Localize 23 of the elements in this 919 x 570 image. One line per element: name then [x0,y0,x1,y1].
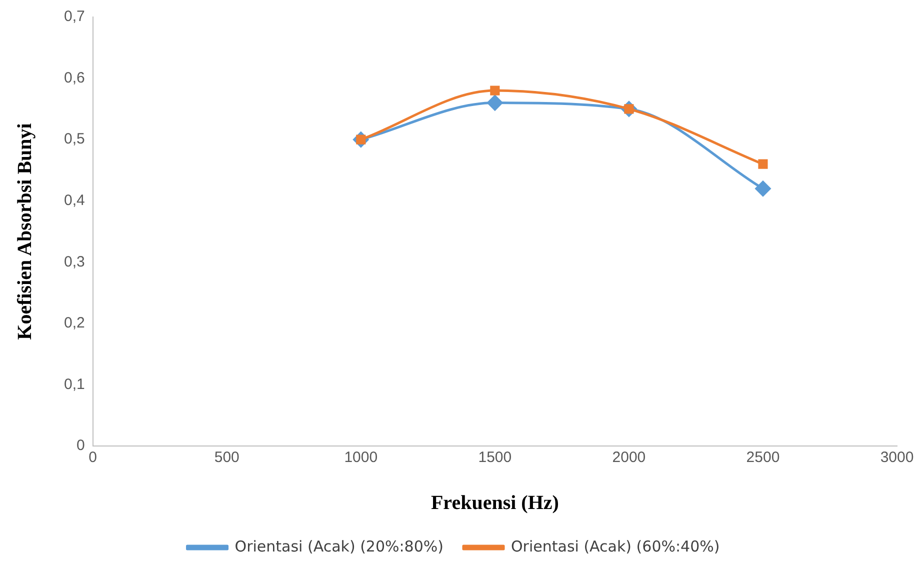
point [487,95,503,111]
x-tick-label: 1000 [344,449,378,466]
x-tick-label: 2500 [746,449,780,466]
y-tick-label: 0 [76,437,85,454]
x-tick-label: 3000 [880,449,914,466]
y-tick-label: 0,1 [64,376,85,393]
x-tick-label: 500 [214,449,240,466]
y-axis-title: Koefisien Absorbsi Bunyi [14,122,36,340]
y-tick-label: 0,4 [64,192,85,209]
x-tick-label: 2000 [612,449,646,466]
y-tick-label: 0,6 [64,69,85,86]
legend-label: Orientasi (Acak) (20%:80%) [234,537,444,556]
y-tick-label: 0,5 [64,130,85,148]
legend-label: Orientasi (Acak) (60%:40%) [511,537,720,556]
y-tick-label: 0,7 [64,8,85,26]
point [490,86,500,96]
point [755,180,771,196]
y-tick-label: 0,3 [64,253,85,270]
x-tick-label: 0 [88,449,98,466]
x-axis-title: Frekuensi (Hz) [430,492,559,514]
x-tick-label: 1500 [478,449,512,466]
y-tick-label: 0,2 [64,314,85,332]
point [758,159,768,169]
